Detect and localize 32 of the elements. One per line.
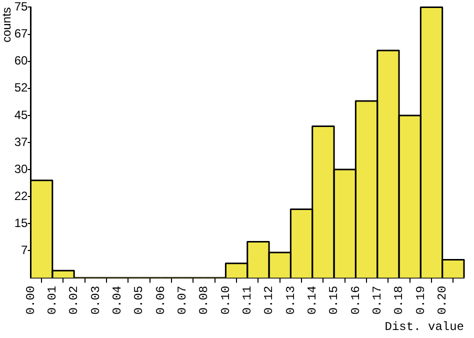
x-tick-label: 0.10	[218, 286, 233, 315]
x-tick-label: 0.03	[88, 286, 103, 315]
x-tick-label: 0.12	[262, 286, 276, 315]
y-tick-label: 22	[14, 188, 28, 203]
y-tick-label: 15	[14, 216, 28, 230]
y-tick-label: 37	[14, 134, 28, 149]
x-tick-label: 0.20	[436, 286, 450, 315]
x-tick-label: 0.19	[414, 286, 428, 315]
y-tick-label: 7	[21, 243, 28, 258]
x-tick-label: 0.06	[154, 286, 168, 315]
x-tick-label: 0.13	[284, 286, 298, 315]
x-tick-label: 0.00	[24, 286, 38, 315]
y-axis-title: counts	[0, 7, 14, 43]
x-tick-label: 0.05	[132, 286, 146, 315]
x-tick-label: 0.14	[306, 286, 320, 315]
x-tick-label: 0.11	[240, 286, 255, 315]
y-tick-label: 75	[14, 0, 28, 14]
x-tick-label: 0.15	[327, 286, 342, 315]
y-tick-label: 30	[14, 162, 28, 176]
x-tick-label: 0.04	[110, 286, 125, 315]
x-tick-label: 0.08	[197, 286, 212, 315]
x-tick-label: 0.18	[392, 286, 406, 315]
x-tick-label: 0.16	[348, 286, 363, 315]
y-tick-label: 52	[14, 80, 28, 95]
x-tick-label: 0.02	[67, 286, 82, 315]
y-tick-label: 67	[14, 26, 28, 41]
x-axis-title: Dist. value	[384, 320, 464, 334]
y-tick-label: 45	[14, 108, 28, 122]
y-tick-label: 60	[14, 54, 28, 68]
x-tick-label: 0.07	[176, 286, 190, 315]
x-tick-label: 0.01	[46, 286, 60, 315]
x-tick-label: 0.17	[370, 286, 385, 315]
